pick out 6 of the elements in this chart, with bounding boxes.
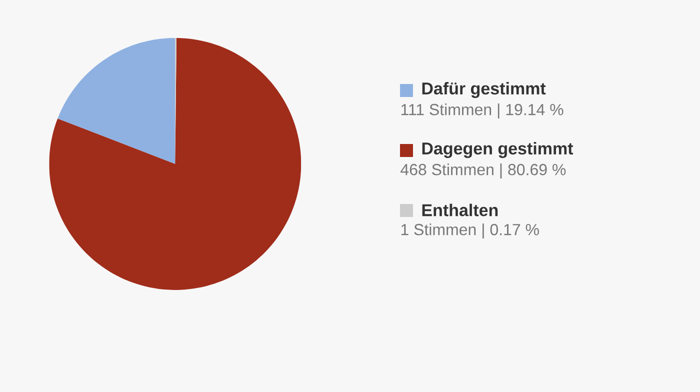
legend-label: Dagegen gestimmt [422, 142, 574, 158]
data-label: 468 Stimmen | 80.69 % [400, 164, 566, 178]
legend-label: Enthalten [422, 204, 498, 216]
data-label: 1 Stimmen | 0.17 % [401, 224, 539, 238]
data-label: 111 Stimmen | 19.14 % [401, 104, 564, 118]
legend-label: Dafür gestimmt [422, 82, 546, 98]
